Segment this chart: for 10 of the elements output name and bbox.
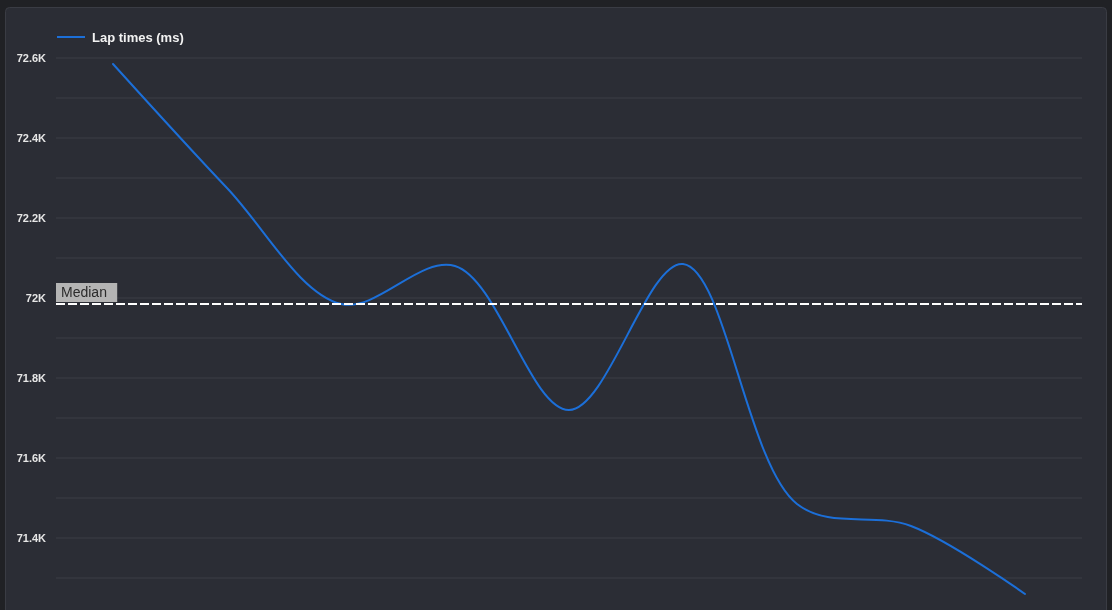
- legend-label: Lap times (ms): [92, 29, 184, 45]
- y-tick-label: 72.4K: [16, 131, 47, 144]
- y-tick-label: 72.6K: [16, 51, 47, 64]
- y-tick-label: 72.2K: [16, 211, 47, 224]
- y-tick-label: 71.6K: [16, 451, 47, 464]
- line-series: [112, 63, 1026, 595]
- ref-line-label: Median: [61, 284, 107, 300]
- y-tick-label: 71.8K: [16, 371, 47, 384]
- y-tick-label: 72K: [25, 291, 47, 304]
- y-tick-label: 71.4K: [16, 531, 47, 544]
